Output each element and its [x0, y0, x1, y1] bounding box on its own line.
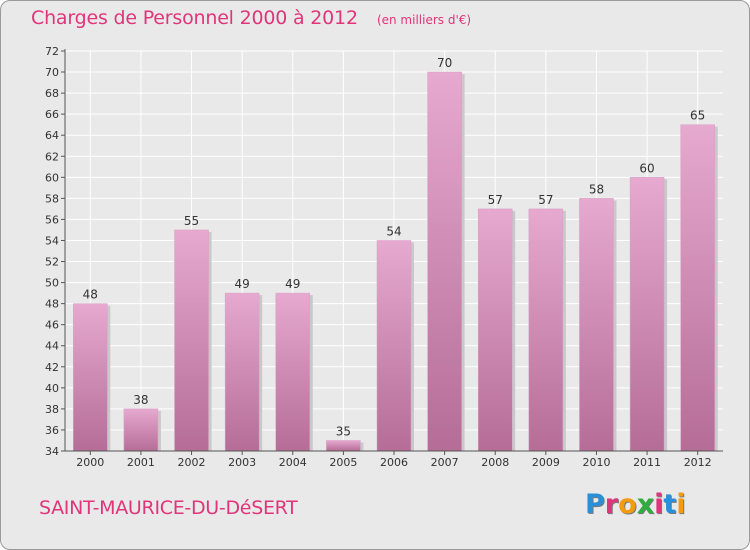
bar: [579, 198, 614, 452]
x-tick-label: 2002: [178, 456, 206, 469]
bars: [73, 71, 718, 452]
y-tick-label: 40: [45, 382, 59, 395]
y-tick-label: 72: [45, 45, 59, 58]
bar-value-label: 57: [488, 193, 503, 207]
title-row: Charges de Personnel 2000 à 2012 (en mil…: [31, 7, 471, 29]
chart-unit-note: (en milliers d'€): [376, 13, 472, 27]
x-tick-label: 2006: [380, 456, 408, 469]
bar-value-label: 70: [437, 56, 452, 70]
y-tick-label: 44: [45, 340, 59, 353]
x-tick-label: 2011: [633, 456, 661, 469]
labels: 34 36 38 40 42 44 46 48 50 52 54 56 58 60 62 64 66 68 70 72…: [45, 45, 712, 469]
y-tick-label: 38: [45, 403, 59, 416]
bar-value-label: 60: [639, 161, 654, 175]
y-tick-label: 56: [45, 213, 59, 226]
y-tick-label: 66: [45, 108, 59, 121]
bar: [528, 208, 564, 452]
bar-value-label: 57: [538, 193, 553, 207]
y-tick-label: 42: [45, 361, 59, 374]
bar-value-label: 55: [184, 214, 199, 228]
bar-value-label: 58: [589, 182, 604, 196]
bar-value-label: 48: [83, 288, 98, 302]
x-tick-label: 2009: [532, 456, 560, 469]
logo-letter: t: [663, 489, 677, 520]
bar: [123, 408, 159, 452]
bar-value-label: 35: [336, 424, 351, 438]
y-tick-label: 64: [45, 129, 59, 142]
bar-value-label: 65: [690, 109, 705, 123]
logo-letter: r: [604, 489, 619, 520]
proxiti-logo: Proxiti: [585, 489, 686, 520]
axes: [61, 49, 723, 455]
y-tick-label: 34: [45, 445, 59, 458]
commune-name: SAINT-MAURICE-DU-DéSERT: [39, 497, 298, 519]
bar: [427, 71, 462, 452]
bar: [376, 240, 412, 452]
y-tick-label: 50: [45, 277, 59, 290]
x-tick-label: 2003: [228, 456, 256, 469]
bar-value-label: 49: [285, 277, 300, 291]
bar-value-label: 49: [235, 277, 250, 291]
y-tick-label: 46: [45, 319, 59, 332]
y-tick-label: 62: [45, 150, 59, 163]
bar: [680, 124, 715, 452]
x-tick-label: 2010: [582, 456, 610, 469]
x-tick-label: 2000: [76, 456, 104, 469]
bar: [73, 303, 108, 452]
y-tick-label: 68: [45, 87, 59, 100]
x-tick-label: 2008: [481, 456, 509, 469]
bar: [629, 177, 665, 452]
bar: [326, 440, 361, 452]
bar: [477, 208, 513, 452]
logo-letter: x: [636, 489, 655, 520]
y-tick-label: 60: [45, 171, 59, 184]
logo-letter: i: [676, 489, 686, 520]
x-tick-label: 2001: [127, 456, 155, 469]
y-tick-label: 58: [45, 192, 59, 205]
x-tick-label: 2007: [431, 456, 459, 469]
x-tick-label: 2004: [279, 456, 307, 469]
y-tick-label: 48: [45, 298, 59, 311]
logo-letter: o: [618, 489, 637, 520]
bar: [174, 229, 209, 452]
bar-value-label: 38: [133, 393, 148, 407]
x-tick-label: 2005: [329, 456, 357, 469]
chart-title: Charges de Personnel 2000 à 2012: [31, 7, 358, 29]
y-tick-label: 52: [45, 256, 59, 269]
y-tick-label: 36: [45, 424, 59, 437]
bar-value-label: 54: [386, 224, 401, 238]
y-tick-label: 54: [45, 234, 59, 247]
x-tick-label: 2012: [684, 456, 712, 469]
y-tick-label: 70: [45, 66, 59, 79]
logo-letter: i: [654, 489, 664, 520]
bar: [224, 292, 260, 452]
bar: [275, 292, 311, 452]
logo-letter: P: [585, 489, 605, 520]
